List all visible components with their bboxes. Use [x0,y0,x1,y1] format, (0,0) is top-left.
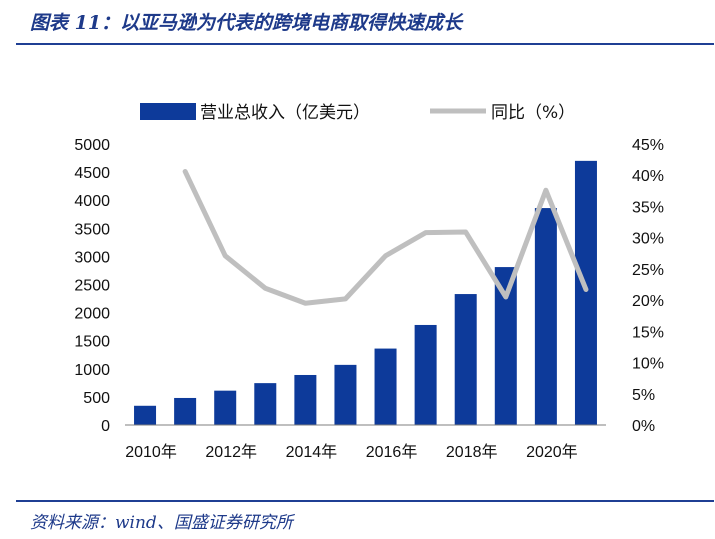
bottom-rule [16,500,714,502]
bar-2019年 [494,267,517,425]
bar-2020年 [534,208,557,425]
bar-2012年 [214,390,237,425]
left-tick-label: 2500 [74,278,110,295]
left-tick-label: 4000 [74,193,110,210]
legend-label-yoy: 同比（%） [491,103,575,123]
bar-2013年 [254,383,277,425]
left-tick-label: 3000 [74,249,110,266]
x-tick-label: 2020年 [526,443,578,461]
left-tick-label: 1000 [74,362,110,379]
right-tick-label: 0% [632,418,655,435]
bar-2021年 [574,160,597,426]
chart-legend: 营业总收入（亿美元） 同比（%） [140,103,575,123]
bar-2017年 [414,324,437,425]
x-tick-label: 2016年 [366,443,418,461]
left-tick-label: 1500 [74,334,110,351]
bar-2010年 [134,405,157,425]
bar-2015年 [334,364,357,425]
bar-2016年 [374,348,397,425]
legend-label-revenue: 营业总收入（亿美元） [200,103,370,123]
bar-2011年 [174,397,197,425]
right-y-axis: 0% 5% 10% 15% 20% 25% 30% 35% 40% 45% [632,137,664,435]
right-tick-label: 35% [632,199,664,216]
legend-swatch-revenue [140,103,196,120]
right-tick-label: 40% [632,168,664,185]
x-tick-label: 2014年 [286,443,338,461]
figure-title: 图表 11：以亚马逊为代表的跨境电商取得快速成长 [30,12,463,34]
left-tick-label: 0 [101,418,110,435]
left-tick-label: 4500 [74,165,110,182]
line-series [182,168,589,306]
x-axis: 2010年 2012年 2014年 2016年 2018年 2020年 [125,424,606,461]
left-tick-label: 500 [83,390,110,407]
source-note: 资料来源：wind、国盛证券研究所 [30,513,293,533]
top-rule [16,43,714,45]
yoy-line [182,168,589,306]
right-tick-label: 45% [632,137,664,154]
right-tick-label: 5% [632,387,655,404]
right-tick-label: 30% [632,231,664,248]
x-tick-label: 2012年 [205,443,257,461]
bar-series [134,160,597,426]
bar-2014年 [294,374,317,425]
x-tick-label: 2018年 [446,443,498,461]
bar-2018年 [454,294,477,425]
left-tick-label: 2000 [74,306,110,323]
left-tick-label: 5000 [74,137,110,154]
right-tick-label: 25% [632,262,664,279]
right-tick-label: 20% [632,293,664,310]
combo-chart: 营业总收入（亿美元） 同比（%） 0 500 1000 1500 2000 2500 3000… [74,103,664,461]
right-tick-label: 15% [632,324,664,341]
x-tick-label: 2010年 [125,443,177,461]
left-tick-label: 3500 [74,221,110,238]
left-y-axis: 0 500 1000 1500 2000 2500 3000 3500 4000 4500 5000 [74,137,110,435]
right-tick-label: 10% [632,356,664,373]
